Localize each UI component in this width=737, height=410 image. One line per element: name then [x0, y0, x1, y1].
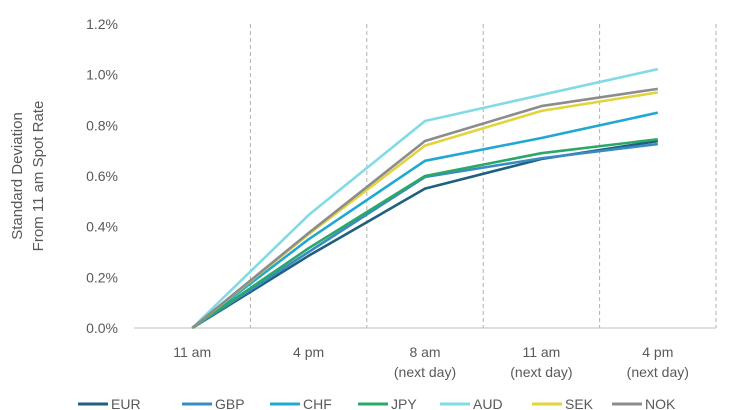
y-axis-label: Standard Deviation	[9, 112, 26, 240]
series-line-nok	[191, 87, 658, 330]
y-tick-label: 0.4%	[86, 219, 118, 235]
x-tick-label: (next day)	[510, 364, 572, 380]
series-line-chf	[191, 111, 659, 330]
x-tick-label: 8 am	[409, 344, 440, 360]
x-tick-label: 11 am	[173, 344, 211, 360]
legend-label-aud: AUD	[473, 396, 503, 410]
series-line-gbp	[191, 142, 658, 330]
legend-label-gbp: GBP	[215, 396, 245, 410]
legend-label-chf: CHF	[303, 396, 332, 410]
x-tick-label: (next day)	[627, 364, 689, 380]
y-tick-label: 0.2%	[86, 269, 118, 285]
x-tick-label: 11 am	[522, 344, 560, 360]
y-tick-label: 0.6%	[86, 168, 118, 184]
y-axis-label: From 11 am Spot Rate	[30, 101, 47, 252]
y-tick-label: 0.0%	[86, 320, 118, 336]
x-tick-label: 4 pm	[642, 344, 673, 360]
legend-label-sek: SEK	[565, 396, 594, 410]
series-line-aud	[191, 67, 659, 329]
legend-label-eur: EUR	[111, 396, 141, 410]
legend-label-nok: NOK	[645, 396, 676, 410]
y-tick-label: 1.0%	[86, 67, 118, 83]
series-line-jpy	[191, 137, 658, 330]
series-line-eur	[191, 139, 658, 330]
x-tick-label: (next day)	[394, 364, 456, 380]
y-tick-label: 1.2%	[86, 16, 118, 32]
y-tick-label: 0.8%	[86, 117, 118, 133]
x-tick-label: 4 pm	[293, 344, 324, 360]
legend-label-jpy: JPY	[391, 396, 417, 410]
